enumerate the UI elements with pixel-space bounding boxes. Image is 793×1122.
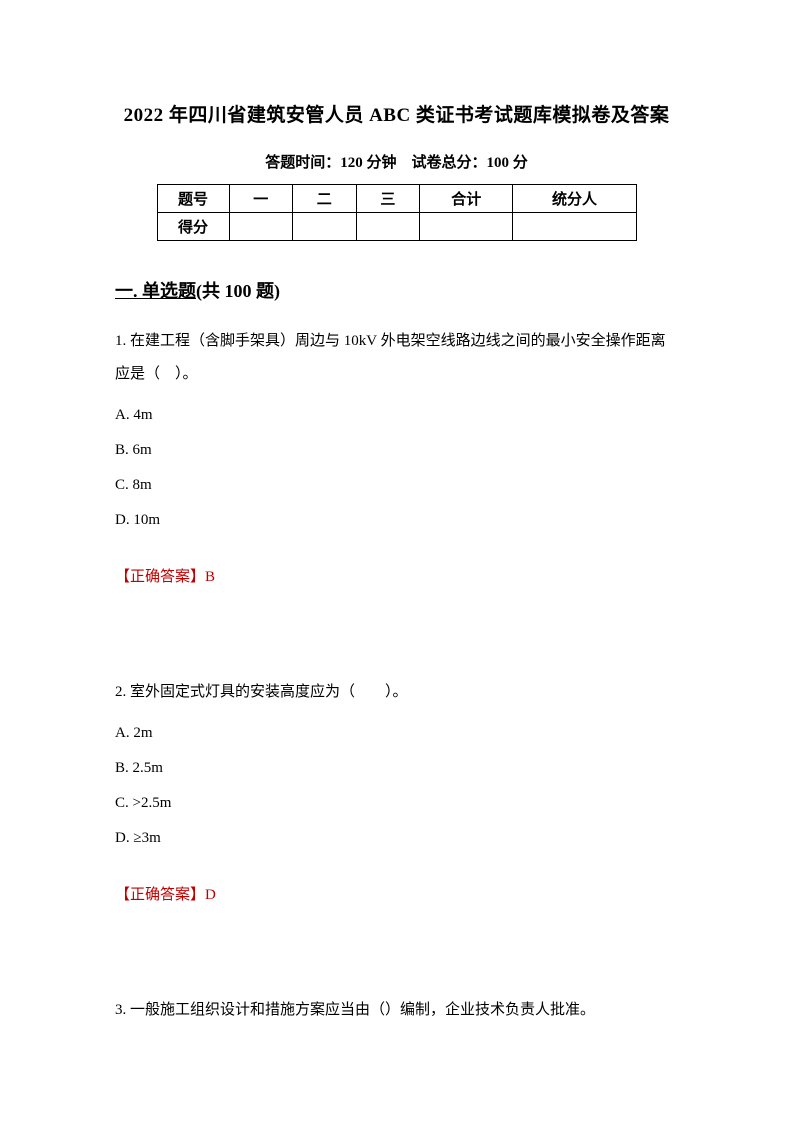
question-text: 2. 室外固定式灯具的安装高度应为（ ）。 (115, 676, 678, 709)
score-table: 题号 一 二 三 合计 统分人 得分 (157, 184, 637, 241)
empty-cell (356, 213, 420, 241)
table-header-row: 题号 一 二 三 合计 统分人 (157, 185, 636, 213)
option-a: A. 2m (115, 717, 678, 750)
header-cell: 一 (229, 185, 293, 213)
option-c: C. >2.5m (115, 787, 678, 820)
header-cell: 合计 (420, 185, 513, 213)
option-d: D. 10m (115, 504, 678, 537)
table-score-row: 得分 (157, 213, 636, 241)
question-3: 3. 一般施工组织设计和措施方案应当由（）编制，企业技术负责人批准。 (115, 994, 678, 1027)
empty-cell (229, 213, 293, 241)
section-prefix: 一. 单选题 (115, 281, 196, 301)
question-text: 3. 一般施工组织设计和措施方案应当由（）编制，企业技术负责人批准。 (115, 994, 678, 1027)
option-b: B. 2.5m (115, 752, 678, 785)
header-cell: 三 (356, 185, 420, 213)
option-a: A. 4m (115, 399, 678, 432)
exam-subtitle: 答题时间：120 分钟 试卷总分：100 分 (115, 151, 678, 172)
section-heading: 一. 单选题(共 100 题) (115, 277, 678, 303)
option-b: B. 6m (115, 434, 678, 467)
exam-title: 2022 年四川省建筑安管人员 ABC 类证书考试题库模拟卷及答案 (115, 100, 678, 127)
option-c: C. 8m (115, 469, 678, 502)
empty-cell (420, 213, 513, 241)
header-cell: 题号 (157, 185, 229, 213)
section-suffix: (共 100 题) (196, 281, 280, 301)
answer-text: 【正确答案】B (115, 565, 678, 586)
header-cell: 统分人 (513, 185, 636, 213)
empty-cell (513, 213, 636, 241)
empty-cell (293, 213, 357, 241)
question-1: 1. 在建工程（含脚手架具）周边与 10kV 外电架空线路边线之间的最小安全操作… (115, 325, 678, 586)
question-2: 2. 室外固定式灯具的安装高度应为（ ）。 A. 2m B. 2.5m C. >… (115, 676, 678, 904)
answer-text: 【正确答案】D (115, 883, 678, 904)
option-d: D. ≥3m (115, 822, 678, 855)
header-cell: 二 (293, 185, 357, 213)
question-text: 1. 在建工程（含脚手架具）周边与 10kV 外电架空线路边线之间的最小安全操作… (115, 325, 678, 391)
row-label-cell: 得分 (157, 213, 229, 241)
